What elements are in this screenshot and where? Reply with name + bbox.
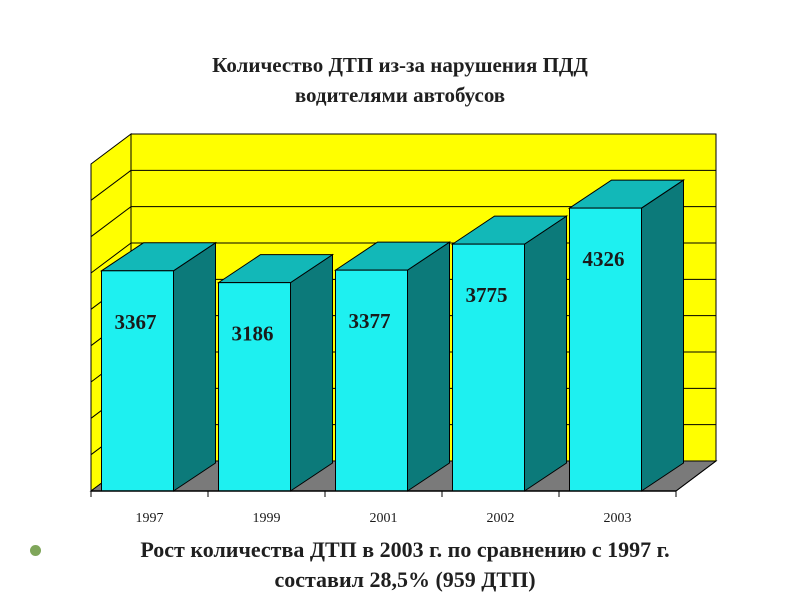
bar-1999: [218, 282, 291, 492]
summary-line1: Рост количества ДТП в 2003 г. по сравнен…: [140, 537, 670, 562]
bar-side-2001: [407, 241, 450, 492]
bar-side-2003: [641, 179, 684, 492]
summary-text: Рост количества ДТП в 2003 г. по сравнен…: [30, 535, 780, 595]
x-tick-label-2003: 2003: [604, 511, 632, 526]
chart-title-line1: Количество ДТП из-за нарушения ПДД: [212, 53, 588, 77]
bar-side-1997: [173, 241, 216, 492]
x-tick-label-2002: 2002: [487, 511, 515, 526]
bar-side-1999: [290, 253, 333, 492]
data-label-2001: 3377: [349, 309, 391, 333]
bullet-icon: [30, 545, 41, 556]
data-label-2002: 3775: [466, 283, 508, 307]
bar-2002: [452, 243, 525, 492]
gridline-side: [90, 206, 132, 238]
chart-title-line2: водителями автобусов: [294, 83, 506, 107]
bar-2001: [335, 269, 408, 492]
chart-title: Количество ДТП из-за нарушения ПДД водит…: [0, 50, 800, 110]
x-tick-label-1997: 1997: [136, 511, 164, 526]
floor-edge: [675, 460, 717, 492]
gridline-side: [90, 242, 132, 274]
x-tick-label-2001: 2001: [370, 511, 398, 526]
summary-line2: составил 28,5% (959 ДТП): [274, 567, 536, 592]
x-tick-label-1999: 1999: [253, 511, 281, 526]
gridline-side: [90, 169, 132, 201]
bar-2003: [569, 207, 642, 492]
bar-side-2002: [524, 215, 567, 492]
bar-1997: [101, 270, 174, 492]
data-label-1999: 3186: [232, 322, 274, 346]
data-label-1997: 3367: [115, 310, 157, 334]
data-label-2003: 4326: [583, 247, 625, 271]
